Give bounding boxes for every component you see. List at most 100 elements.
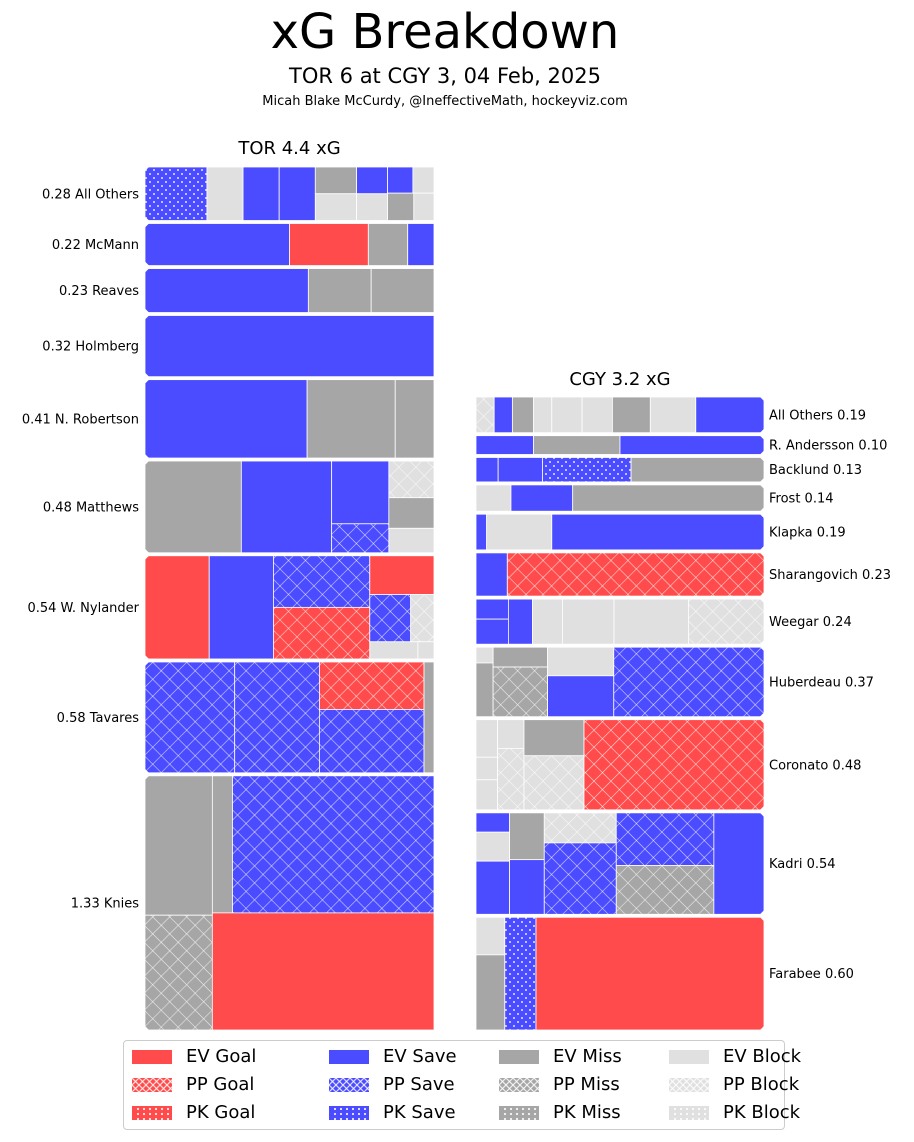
legend-item-pp-miss: PP Miss <box>499 1073 620 1097</box>
player-block-notch <box>145 1026 149 1030</box>
player-label-mcmann: 0.22 McMann <box>52 238 139 253</box>
shot-ev-block <box>369 641 419 660</box>
player-label-huberdeau: Huberdeau 0.37 <box>769 675 874 690</box>
legend-item-ev-save: EV Save <box>329 1045 457 1069</box>
player-label-sharangovich: Sharangovich 0.23 <box>769 568 891 583</box>
shot-ev-miss <box>388 497 435 529</box>
legend-swatch-ev-miss <box>499 1050 539 1064</box>
shot-ev-block <box>475 779 499 811</box>
shot-ev-block <box>551 396 583 434</box>
player-block-notch <box>145 454 149 459</box>
shot-ev-block <box>314 193 357 221</box>
shot-ev-miss <box>612 396 651 434</box>
shot-ev-save <box>407 223 435 266</box>
legend-swatch-pk-save <box>329 1106 369 1120</box>
player-block-all-others <box>475 396 765 434</box>
legend-item-pp-goal: PP Goal <box>132 1073 254 1097</box>
shot-pp-goal <box>583 719 765 811</box>
player-block-reaves <box>144 268 435 313</box>
shot-ev-miss <box>523 719 585 757</box>
player-block-notch <box>760 477 764 482</box>
player-block-matthews <box>144 460 435 554</box>
player-block-notch <box>760 719 764 724</box>
legend-item-pk-save: PK Save <box>329 1101 456 1125</box>
player-label-coronato: Coronato 0.48 <box>769 758 861 773</box>
shot-ev-block <box>486 513 553 551</box>
legend-label: PP Miss <box>553 1074 620 1095</box>
shot-ev-block <box>562 598 615 645</box>
shot-pp-block <box>388 460 435 499</box>
player-block-sharangovich <box>475 552 765 597</box>
player-block-notch <box>145 261 149 266</box>
shot-ev-save <box>497 457 543 483</box>
legend-swatch-pp-save <box>329 1078 369 1092</box>
player-block-notch <box>760 592 764 597</box>
shot-ev-block <box>613 598 689 645</box>
player-block-farabee <box>475 916 765 1031</box>
shot-ev-miss <box>387 192 415 221</box>
shot-pk-save <box>542 457 632 483</box>
legend-label: EV Miss <box>553 1046 622 1067</box>
player-block-notch <box>760 805 764 810</box>
player-block-notch <box>145 315 149 320</box>
shot-pp-block <box>475 396 495 434</box>
player-block-notch <box>760 457 764 462</box>
player-block-notch <box>145 654 149 659</box>
legend-swatch-ev-block <box>669 1050 709 1064</box>
player-block-notch <box>760 514 764 519</box>
shot-ev-save <box>242 166 280 221</box>
shot-pp-goal <box>318 661 425 710</box>
shot-ev-save <box>144 223 290 266</box>
legend-swatch-pk-miss <box>499 1106 539 1120</box>
legend-item-pk-block: PK Block <box>669 1101 800 1125</box>
player-block-notch <box>145 661 149 666</box>
legend: EV Goal PP Goal PK Goal EV Save PP Save PK Sa… <box>123 1040 801 1130</box>
chart-credit: Micah Blake McCurdy, @IneffectiveMath, h… <box>262 94 628 109</box>
shot-ev-save <box>493 396 513 434</box>
shot-ev-block <box>547 646 615 677</box>
legend-item-ev-goal: EV Goal <box>132 1045 256 1069</box>
shot-ev-miss <box>306 379 396 459</box>
shot-ev-save <box>475 457 499 483</box>
shot-pp-save <box>273 555 371 608</box>
player-block-huberdeau <box>475 646 765 718</box>
legend-label: PP Save <box>383 1074 455 1095</box>
player-label-w-nylander: 0.54 W. Nylander <box>27 601 139 616</box>
shot-pp-block <box>523 755 585 811</box>
shot-ev-miss <box>211 775 233 914</box>
shot-pp-save <box>318 709 425 774</box>
player-label-tavares: 0.58 Tavares <box>57 711 140 726</box>
player-block-notch <box>760 647 764 652</box>
player-block-notch <box>145 372 149 377</box>
player-block-notch <box>145 223 149 228</box>
shot-ev-block <box>475 484 512 512</box>
shot-ev-save <box>551 513 765 551</box>
player-label-all-others: All Others 0.19 <box>769 408 866 423</box>
shot-ev-block <box>475 916 506 956</box>
shot-ev-miss <box>475 662 494 718</box>
player-block-notch <box>760 910 764 915</box>
player-block-notch <box>760 812 764 817</box>
shot-ev-save <box>475 513 488 551</box>
shot-ev-miss <box>370 268 435 313</box>
legend-label: PP Goal <box>186 1074 255 1095</box>
legend-item-ev-block: EV Block <box>669 1045 801 1069</box>
shot-ev-block <box>413 192 435 221</box>
chart-title: xG Breakdown <box>270 4 620 60</box>
legend-swatch-pp-goal <box>132 1078 172 1092</box>
player-block-notch <box>145 216 149 221</box>
player-block-notch <box>760 712 764 717</box>
shot-pp-miss <box>615 865 715 915</box>
player-block-notch <box>760 428 764 433</box>
player-block-notch <box>145 555 149 560</box>
player-block-notch <box>145 268 149 273</box>
shot-ev-save <box>695 396 765 434</box>
shot-ev-save <box>278 166 316 221</box>
player-block-notch <box>760 599 764 604</box>
shot-pp-save <box>615 812 715 866</box>
player-label-kadri: Kadri 0.54 <box>769 857 836 872</box>
player-block-notch <box>145 167 149 171</box>
shot-ev-block <box>412 166 435 194</box>
shot-pk-save <box>504 916 537 1031</box>
player-block-coronato <box>475 719 765 811</box>
